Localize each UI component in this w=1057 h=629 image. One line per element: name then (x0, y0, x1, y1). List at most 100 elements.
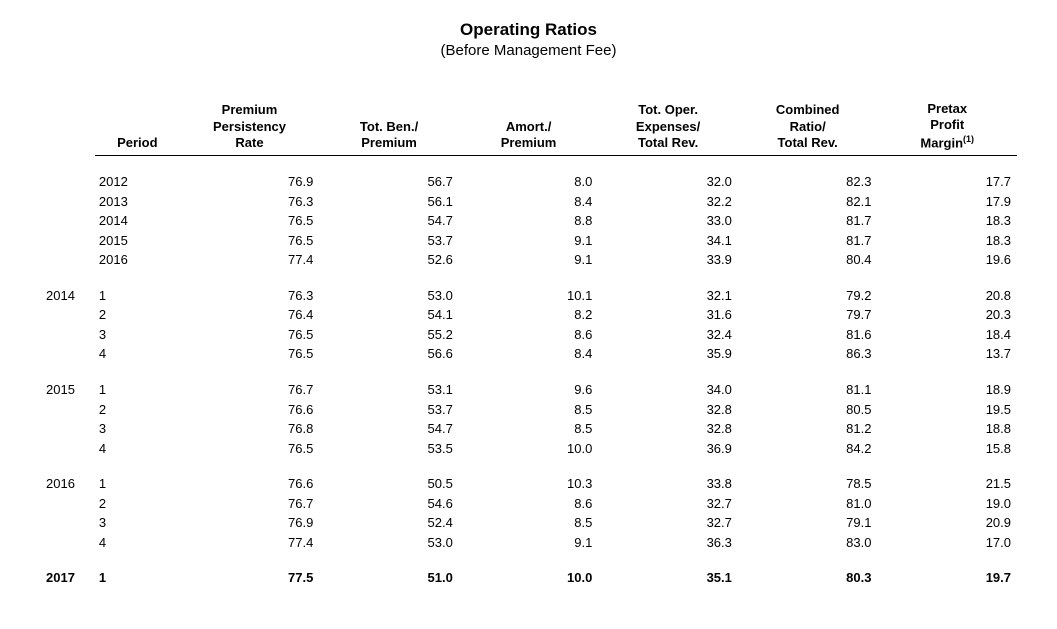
data-cell: 76.4 (180, 305, 320, 325)
page-title: Operating Ratios (40, 20, 1017, 40)
data-cell: 8.8 (459, 211, 599, 231)
data-cell: 8.5 (459, 419, 599, 439)
table-row: 2017177.551.010.035.180.319.7 (40, 568, 1017, 588)
data-cell: 54.7 (319, 211, 459, 231)
header-tot-oper-expenses-total-rev: Tot. Oper.Expenses/Total Rev. (598, 99, 738, 156)
data-cell: 20.3 (877, 305, 1017, 325)
table-row: 376.854.78.532.881.218.8 (40, 419, 1017, 439)
data-cell: 10.0 (459, 568, 599, 588)
data-cell: 78.5 (738, 474, 878, 494)
data-cell: 18.8 (877, 419, 1017, 439)
header-premium-persistency-rate: PremiumPersistencyRate (180, 99, 320, 156)
data-cell: 52.6 (319, 250, 459, 270)
table-row: 376.952.48.532.779.120.9 (40, 513, 1017, 533)
data-cell: 34.0 (598, 380, 738, 400)
data-cell: 34.1 (598, 231, 738, 251)
data-cell: 80.5 (738, 400, 878, 420)
data-cell: 32.0 (598, 172, 738, 192)
data-cell: 31.6 (598, 305, 738, 325)
period-value: 2012 (95, 172, 180, 192)
data-cell: 82.1 (738, 192, 878, 212)
period-value: 2014 (95, 211, 180, 231)
year-label: 2016 (40, 474, 95, 494)
table-row: 2014176.353.010.132.179.220.8 (40, 286, 1017, 306)
data-cell: 13.7 (877, 344, 1017, 364)
data-cell: 76.5 (180, 211, 320, 231)
data-cell: 8.6 (459, 494, 599, 514)
data-cell: 81.6 (738, 325, 878, 345)
data-cell: 19.6 (877, 250, 1017, 270)
data-cell: 80.3 (738, 568, 878, 588)
data-cell: 54.7 (319, 419, 459, 439)
data-cell: 56.6 (319, 344, 459, 364)
year-label (40, 533, 95, 553)
data-cell: 76.5 (180, 344, 320, 364)
data-cell: 19.7 (877, 568, 1017, 588)
data-cell: 55.2 (319, 325, 459, 345)
data-cell: 32.1 (598, 286, 738, 306)
data-cell: 35.9 (598, 344, 738, 364)
data-cell: 76.6 (180, 400, 320, 420)
data-cell: 32.7 (598, 513, 738, 533)
year-label (40, 211, 95, 231)
table-row: 201476.554.78.833.081.718.3 (40, 211, 1017, 231)
data-cell: 35.1 (598, 568, 738, 588)
header-amort-premium: Amort./Premium (459, 99, 599, 156)
data-cell: 33.8 (598, 474, 738, 494)
data-cell: 77.5 (180, 568, 320, 588)
data-cell: 76.3 (180, 286, 320, 306)
data-cell: 76.9 (180, 172, 320, 192)
table-row: 476.556.68.435.986.313.7 (40, 344, 1017, 364)
data-cell: 81.7 (738, 231, 878, 251)
data-cell: 50.5 (319, 474, 459, 494)
data-cell: 18.9 (877, 380, 1017, 400)
data-cell: 53.5 (319, 439, 459, 459)
data-cell: 52.4 (319, 513, 459, 533)
year-label: 2014 (40, 286, 95, 306)
data-cell: 76.5 (180, 439, 320, 459)
data-cell: 51.0 (319, 568, 459, 588)
data-cell: 8.5 (459, 513, 599, 533)
data-cell: 53.0 (319, 286, 459, 306)
data-cell: 76.9 (180, 513, 320, 533)
data-cell: 17.9 (877, 192, 1017, 212)
year-label: 2017 (40, 568, 95, 588)
data-cell: 8.4 (459, 192, 599, 212)
data-cell: 21.5 (877, 474, 1017, 494)
data-cell: 84.2 (738, 439, 878, 459)
year-label: 2015 (40, 380, 95, 400)
year-label (40, 305, 95, 325)
table-row: 276.653.78.532.880.519.5 (40, 400, 1017, 420)
year-label (40, 250, 95, 270)
data-cell: 76.3 (180, 192, 320, 212)
year-label (40, 494, 95, 514)
table-row: 376.555.28.632.481.618.4 (40, 325, 1017, 345)
data-cell: 32.8 (598, 400, 738, 420)
data-cell: 76.6 (180, 474, 320, 494)
table-row: 201376.356.18.432.282.117.9 (40, 192, 1017, 212)
year-label (40, 231, 95, 251)
data-cell: 76.7 (180, 380, 320, 400)
data-cell: 8.2 (459, 305, 599, 325)
data-cell: 81.2 (738, 419, 878, 439)
data-cell: 76.5 (180, 231, 320, 251)
data-cell: 53.0 (319, 533, 459, 553)
period-value: 1 (95, 474, 180, 494)
period-value: 2016 (95, 250, 180, 270)
year-label (40, 419, 95, 439)
data-cell: 32.8 (598, 419, 738, 439)
data-cell: 54.1 (319, 305, 459, 325)
header-period: Period (95, 99, 180, 156)
data-cell: 36.9 (598, 439, 738, 459)
year-label (40, 400, 95, 420)
data-cell: 9.1 (459, 533, 599, 553)
data-cell: 81.7 (738, 211, 878, 231)
operating-ratios-table: Period PremiumPersistencyRate Tot. Ben./… (40, 99, 1017, 588)
period-value: 4 (95, 533, 180, 553)
data-cell: 8.4 (459, 344, 599, 364)
table-row: 2016176.650.510.333.878.521.5 (40, 474, 1017, 494)
table-row: 276.754.68.632.781.019.0 (40, 494, 1017, 514)
table-row: 2015176.753.19.634.081.118.9 (40, 380, 1017, 400)
table-row: 201276.956.78.032.082.317.7 (40, 172, 1017, 192)
header-combined-ratio-total-rev: CombinedRatio/Total Rev. (738, 99, 878, 156)
